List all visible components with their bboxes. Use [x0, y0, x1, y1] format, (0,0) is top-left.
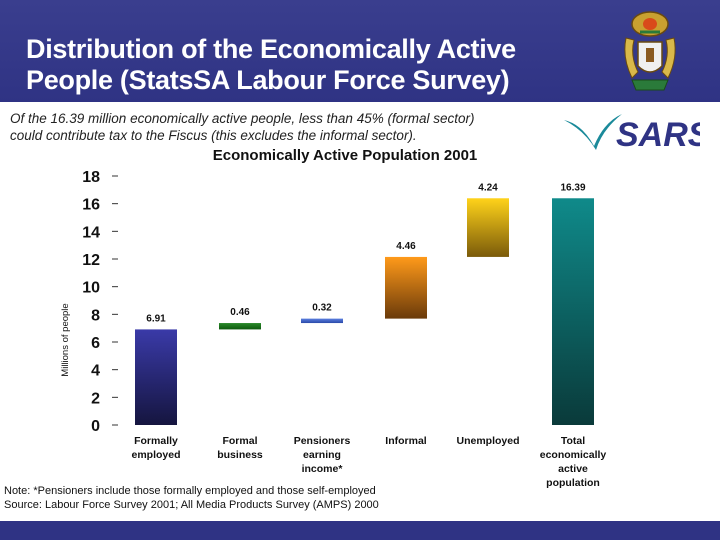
category-label-line: earning [303, 449, 341, 461]
category-label-line: population [546, 477, 600, 489]
y-tick-label: 18 [82, 169, 100, 186]
footnote: Note: *Pensioners include those formally… [4, 484, 524, 512]
sars-logo-text: SARS [616, 116, 700, 154]
bar-0 [135, 329, 177, 425]
value-label-1: 0.46 [230, 307, 250, 318]
subtitle-line-1: Of the 16.39 million economically active… [10, 111, 475, 126]
category-label-1: Formal business [217, 435, 263, 461]
bar-1 [219, 323, 261, 330]
bar-4 [467, 198, 509, 257]
category-label-line: economically [540, 449, 607, 461]
y-tick-label: 16 [82, 197, 100, 214]
y-axis: 0 2 4 6 8 10 12 14 16 18 [82, 169, 118, 435]
value-label-2: 0.32 [312, 303, 332, 314]
category-labels: Formally employed Formal business Pensioners… [131, 435, 606, 489]
category-label-0: Formally employed [131, 435, 180, 461]
category-label-5: Total economically active population [540, 435, 607, 489]
subtitle: Of the 16.39 million economically active… [10, 110, 590, 144]
y-tick-label: 6 [91, 335, 100, 352]
category-label-2: Pensioners earning income* [294, 435, 351, 475]
category-label-line: Unemployed [456, 435, 519, 447]
category-label-line: business [217, 449, 263, 461]
note-line-1: Note: *Pensioners include those formally… [4, 485, 376, 497]
value-label-3: 4.46 [396, 241, 416, 252]
y-tick-label: 2 [91, 390, 100, 407]
category-label-line: Total [561, 435, 585, 447]
category-label-line: Pensioners [294, 435, 351, 447]
chart-title: Economically Active Population 2001 [213, 147, 478, 164]
title-line-2: People (StatsSA Labour Force Survey) [26, 65, 510, 95]
category-label-line: Informal [385, 435, 427, 447]
note-line-2: Source: Labour Force Survey 2001; All Me… [4, 499, 379, 511]
value-label-0: 6.91 [146, 313, 166, 324]
y-tick-label: 14 [82, 224, 100, 241]
bar-2 [301, 318, 343, 324]
category-label-3: Informal [385, 435, 427, 447]
bars [135, 198, 594, 425]
page-title: Distribution of the Economically Active … [26, 34, 626, 96]
bar-chart: Economically Active Population 2001 Mill… [60, 147, 606, 489]
bar-5 [552, 198, 594, 425]
category-label-line: employed [131, 449, 180, 461]
category-label-line: active [558, 463, 588, 475]
category-label-line: Formally [134, 435, 178, 447]
category-label-line: income* [302, 463, 344, 475]
y-tick-label: 10 [82, 280, 100, 297]
header-banner: Distribution of the Economically Active … [0, 0, 720, 102]
coat-of-arms-icon [624, 11, 676, 91]
y-tick-label: 0 [91, 418, 100, 435]
y-tick-label: 12 [82, 252, 100, 269]
category-label-line: Formal [222, 435, 257, 447]
subtitle-line-2: could contribute tax to the Fiscus (this… [10, 128, 417, 143]
footer-bar [0, 521, 720, 540]
title-line-1: Distribution of the Economically Active [26, 34, 516, 64]
y-tick-label: 4 [91, 363, 100, 380]
sars-logo: SARS [564, 114, 700, 154]
y-axis-label: Millions of people [60, 303, 71, 376]
value-label-5: 16.39 [560, 182, 585, 193]
value-label-4: 4.24 [478, 182, 498, 193]
category-label-4: Unemployed [456, 435, 519, 447]
y-tick-label: 8 [91, 307, 100, 324]
bar-3 [385, 256, 427, 319]
value-labels: 6.91 0.46 0.32 4.46 4.24 16.39 [146, 182, 586, 324]
